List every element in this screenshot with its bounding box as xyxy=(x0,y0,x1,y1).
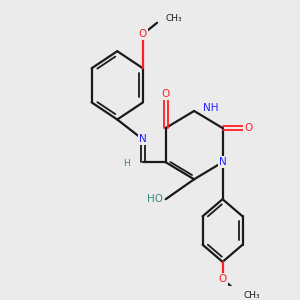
Text: N: N xyxy=(139,134,147,144)
Text: CH₃: CH₃ xyxy=(244,292,261,300)
Text: O: O xyxy=(139,29,147,39)
Text: CH₃: CH₃ xyxy=(166,14,182,23)
Text: NH: NH xyxy=(203,103,218,113)
Text: O: O xyxy=(218,274,227,284)
Text: O: O xyxy=(244,123,252,133)
Text: HO: HO xyxy=(147,194,163,204)
Text: H: H xyxy=(123,159,130,168)
Text: N: N xyxy=(219,157,226,167)
Text: O: O xyxy=(161,89,170,99)
Text: NH: NH xyxy=(203,103,218,113)
